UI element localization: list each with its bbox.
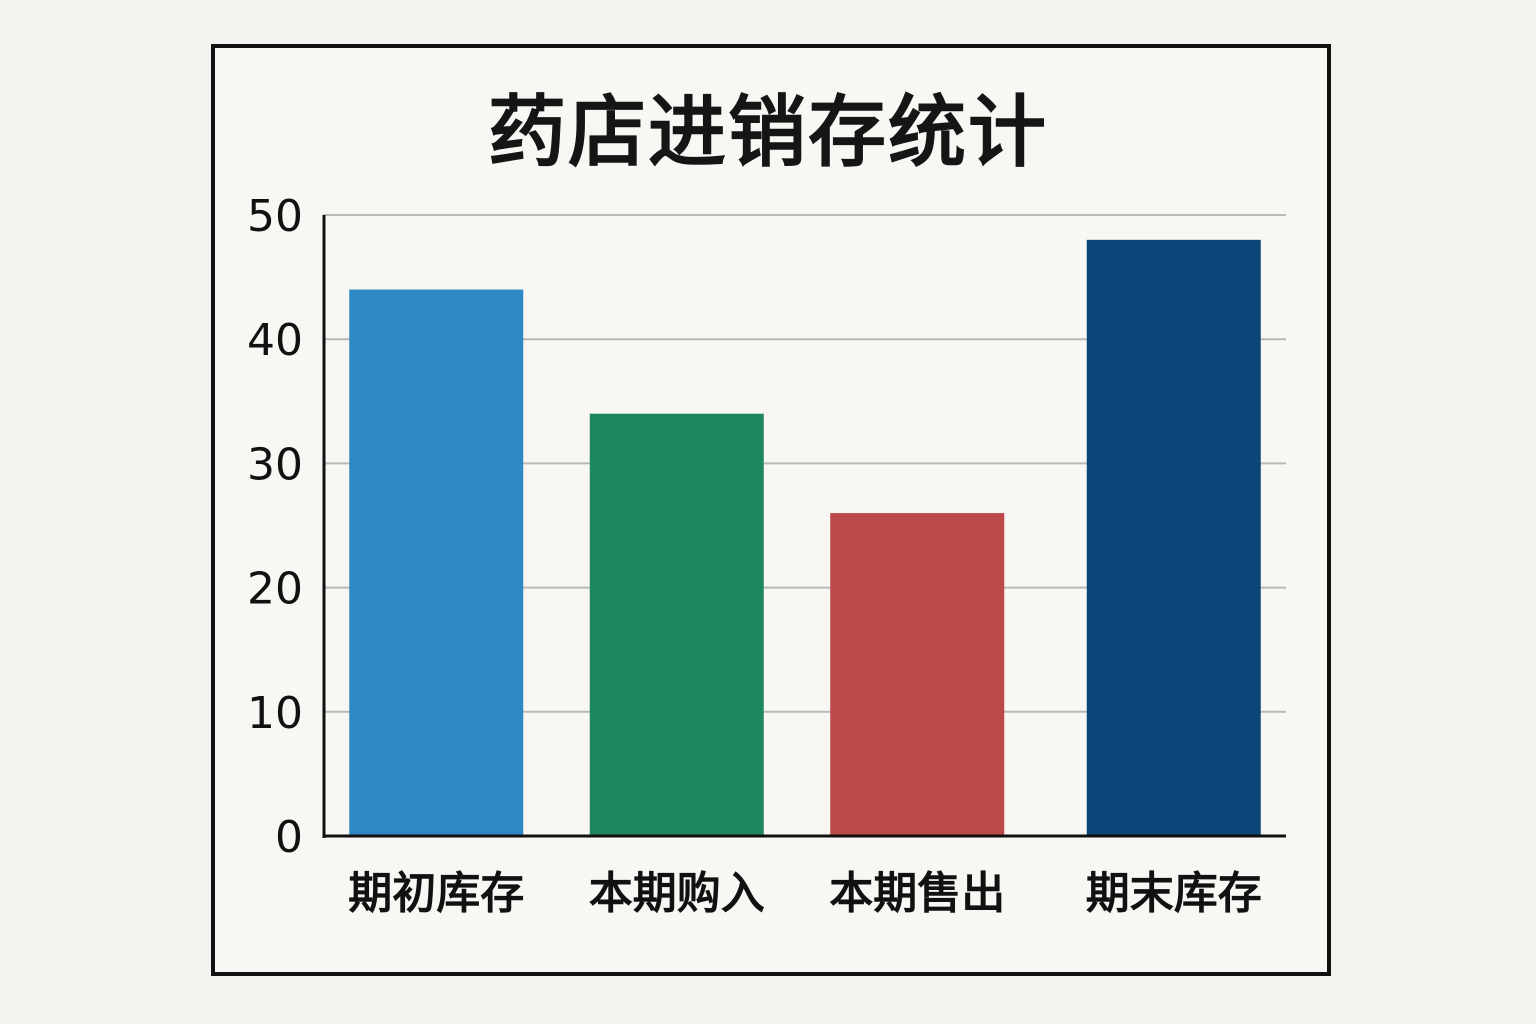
axes: [322, 215, 1286, 838]
y-tick-label: 30: [247, 439, 303, 490]
bars: [349, 239, 1261, 837]
bar: [589, 413, 764, 836]
bar: [1086, 239, 1261, 837]
y-tick-label: 10: [247, 688, 303, 739]
y-tick-label: 50: [247, 191, 303, 242]
y-tick-label: 20: [247, 564, 303, 615]
x-tick-label: 本期售出: [829, 868, 1005, 919]
y-tick-label: 40: [247, 315, 303, 366]
x-tick-label: 期初库存: [348, 868, 524, 919]
y-tick-labels: 0 10 20 30 40 50: [247, 191, 303, 863]
y-tick-label: 0: [275, 812, 303, 863]
x-tick-label: 期末库存: [1086, 868, 1262, 919]
x-tick-label: 本期购入: [589, 868, 765, 919]
chart-title: 药店进销存统计: [487, 88, 1048, 178]
x-tick-labels: 期初库存 本期购入 本期售出 期末库存: [348, 868, 1262, 919]
bar: [349, 289, 524, 836]
bar: [830, 513, 1005, 836]
